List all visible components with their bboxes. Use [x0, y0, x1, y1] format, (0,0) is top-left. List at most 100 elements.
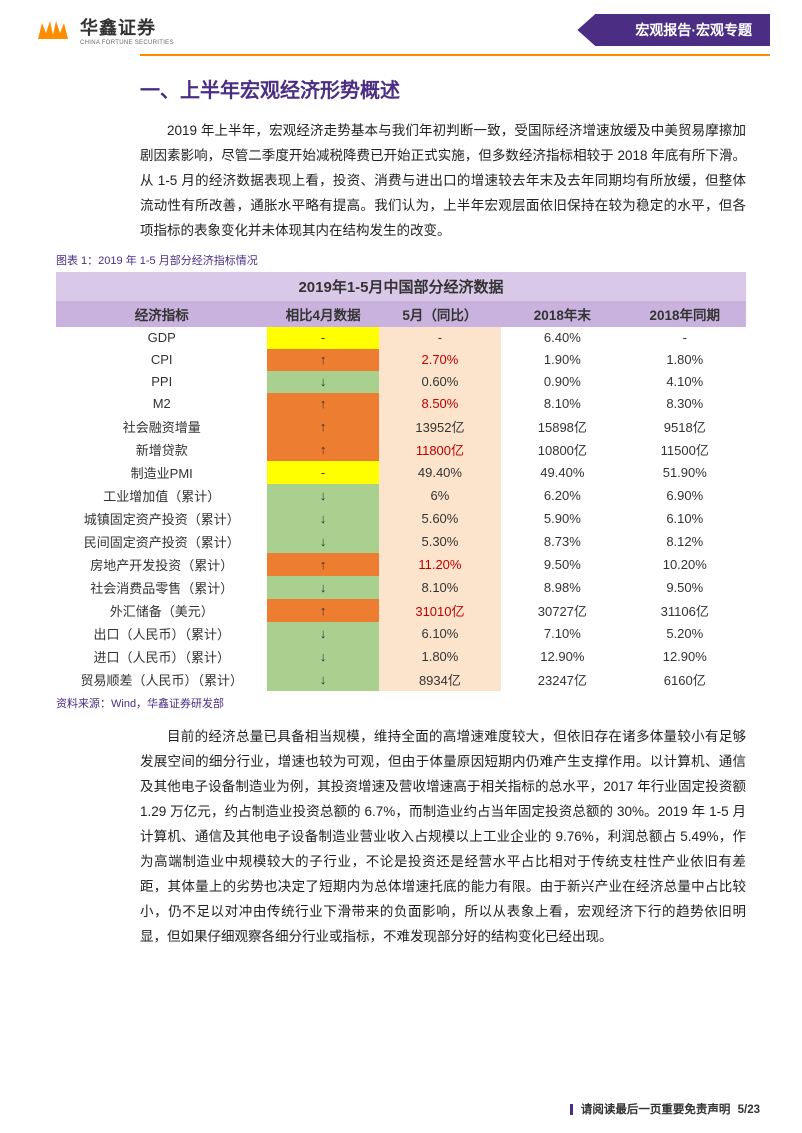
cell-may-value: 11.20% — [379, 553, 501, 576]
table-row: 社会消费品零售（累计）↓8.10%8.98%9.50% — [56, 576, 746, 599]
cell-2018-same: 4.10% — [624, 371, 746, 393]
cell-2018-end: 8.73% — [501, 530, 623, 553]
cell-2018-end: 49.40% — [501, 461, 623, 484]
cell-may-value: 8.50% — [379, 393, 501, 415]
table-caption: 图表 1：2019 年 1-5 月部分经济指标情况 — [56, 252, 746, 268]
cell-2018-end: 0.90% — [501, 371, 623, 393]
brand-logo: 华鑫证券 CHINA FORTUNE SECURITIES — [32, 14, 174, 46]
cell-trend-arrow: - — [267, 327, 378, 349]
cell-2018-same: 9.50% — [624, 576, 746, 599]
cell-trend-arrow: ↓ — [267, 507, 378, 530]
section-title: 一、上半年宏观经济形势概述 — [140, 74, 746, 103]
cell-indicator: 贸易顺差（人民币）（累计） — [56, 668, 267, 691]
cell-may-value: 2.70% — [379, 349, 501, 371]
economic-data-table: 2019年1-5月中国部分经济数据 经济指标 相比4月数据 5月（同比） 201… — [56, 272, 746, 691]
cell-indicator: 外汇储备（美元） — [56, 599, 267, 622]
footer-disclaimer: 请阅读最后一页重要免责声明 — [581, 1104, 731, 1116]
cell-2018-same: - — [624, 327, 746, 349]
cell-trend-arrow: ↓ — [267, 645, 378, 668]
cell-indicator: 社会消费品零售（累计） — [56, 576, 267, 599]
cell-2018-end: 15898亿 — [501, 415, 623, 438]
cell-may-value: 1.80% — [379, 645, 501, 668]
cell-2018-end: 30727亿 — [501, 599, 623, 622]
table-header: 5月（同比） — [379, 301, 501, 327]
page-header: 华鑫证券 CHINA FORTUNE SECURITIES 宏观报告·宏观专题 — [0, 0, 802, 54]
cell-trend-arrow: ↑ — [267, 349, 378, 371]
cell-2018-same: 8.12% — [624, 530, 746, 553]
page-footer: 请阅读最后一页重要免责声明 5/23 — [570, 1101, 760, 1117]
table-row: 工业增加值（累计）↓6%6.20%6.90% — [56, 484, 746, 507]
cell-trend-arrow: ↑ — [267, 553, 378, 576]
cell-2018-same: 9518亿 — [624, 415, 746, 438]
cell-may-value: 5.30% — [379, 530, 501, 553]
cell-indicator: 出口（人民币）（累计） — [56, 622, 267, 645]
cell-2018-end: 7.10% — [501, 622, 623, 645]
cell-indicator: 城镇固定资产投资（累计） — [56, 507, 267, 530]
cell-trend-arrow: ↓ — [267, 622, 378, 645]
table-row: 进口（人民币）（累计）↓1.80%12.90%12.90% — [56, 645, 746, 668]
cell-may-value: 5.60% — [379, 507, 501, 530]
logo-cn-text: 华鑫证券 — [80, 14, 174, 40]
cell-indicator: 制造业PMI — [56, 461, 267, 484]
table-row: M2↑8.50%8.10%8.30% — [56, 393, 746, 415]
cell-2018-end: 6.20% — [501, 484, 623, 507]
cell-2018-end: 6.40% — [501, 327, 623, 349]
cell-trend-arrow: ↑ — [267, 438, 378, 461]
cell-2018-end: 23247亿 — [501, 668, 623, 691]
cell-may-value: 13952亿 — [379, 415, 501, 438]
cell-trend-arrow: ↑ — [267, 393, 378, 415]
cell-2018-same: 10.20% — [624, 553, 746, 576]
cell-2018-end: 1.90% — [501, 349, 623, 371]
cell-2018-same: 31106亿 — [624, 599, 746, 622]
cell-2018-same: 12.90% — [624, 645, 746, 668]
table-row: 出口（人民币）（累计）↓6.10%7.10%5.20% — [56, 622, 746, 645]
report-category-tag: 宏观报告·宏观专题 — [595, 14, 770, 46]
cell-2018-end: 5.90% — [501, 507, 623, 530]
table-row: 制造业PMI-49.40%49.40%51.90% — [56, 461, 746, 484]
table-row: 贸易顺差（人民币）（累计）↓8934亿23247亿6160亿 — [56, 668, 746, 691]
cell-indicator: M2 — [56, 393, 267, 415]
cell-may-value: 11800亿 — [379, 438, 501, 461]
cell-trend-arrow: ↑ — [267, 415, 378, 438]
cell-indicator: 社会融资增量 — [56, 415, 267, 438]
cell-2018-same: 6.90% — [624, 484, 746, 507]
table-row: 社会融资增量↑13952亿15898亿9518亿 — [56, 415, 746, 438]
cell-indicator: 进口（人民币）（累计） — [56, 645, 267, 668]
cell-trend-arrow: ↑ — [267, 599, 378, 622]
table-row: 民间固定资产投资（累计）↓5.30%8.73%8.12% — [56, 530, 746, 553]
cell-2018-end: 10800亿 — [501, 438, 623, 461]
cell-may-value: 8934亿 — [379, 668, 501, 691]
table-row: 城镇固定资产投资（累计）↓5.60%5.90%6.10% — [56, 507, 746, 530]
cell-may-value: 6% — [379, 484, 501, 507]
table-title: 2019年1-5月中国部分经济数据 — [56, 272, 746, 301]
table-row: PPI↓0.60%0.90%4.10% — [56, 371, 746, 393]
cell-indicator: 工业增加值（累计） — [56, 484, 267, 507]
table-row: 外汇储备（美元）↑31010亿30727亿31106亿 — [56, 599, 746, 622]
table-row: 房地产开发投资（累计）↑11.20%9.50%10.20% — [56, 553, 746, 576]
table-row: 新增贷款↑11800亿10800亿11500亿 — [56, 438, 746, 461]
cell-trend-arrow: ↓ — [267, 484, 378, 507]
cell-indicator: CPI — [56, 349, 267, 371]
cell-2018-same: 8.30% — [624, 393, 746, 415]
footer-bar-icon — [570, 1104, 573, 1115]
cell-trend-arrow: ↓ — [267, 668, 378, 691]
cell-2018-end: 12.90% — [501, 645, 623, 668]
cell-trend-arrow: ↓ — [267, 530, 378, 553]
cell-indicator: PPI — [56, 371, 267, 393]
cell-may-value: 31010亿 — [379, 599, 501, 622]
table-header: 经济指标 — [56, 301, 267, 327]
footer-page-number: 5/23 — [738, 1104, 760, 1116]
cell-trend-arrow: - — [267, 461, 378, 484]
cell-indicator: 民间固定资产投资（累计） — [56, 530, 267, 553]
paragraph-1: 2019 年上半年，宏观经济走势基本与我们年初判断一致，受国际经济增速放缓及中美… — [140, 119, 746, 244]
cell-indicator: 新增贷款 — [56, 438, 267, 461]
cell-indicator: 房地产开发投资（累计） — [56, 553, 267, 576]
cell-2018-same: 6160亿 — [624, 668, 746, 691]
cell-may-value: 8.10% — [379, 576, 501, 599]
cell-may-value: 49.40% — [379, 461, 501, 484]
table-header: 2018年末 — [501, 301, 623, 327]
cell-indicator: GDP — [56, 327, 267, 349]
cell-2018-end: 9.50% — [501, 553, 623, 576]
table-row: CPI↑2.70%1.90%1.80% — [56, 349, 746, 371]
cell-may-value: 0.60% — [379, 371, 501, 393]
